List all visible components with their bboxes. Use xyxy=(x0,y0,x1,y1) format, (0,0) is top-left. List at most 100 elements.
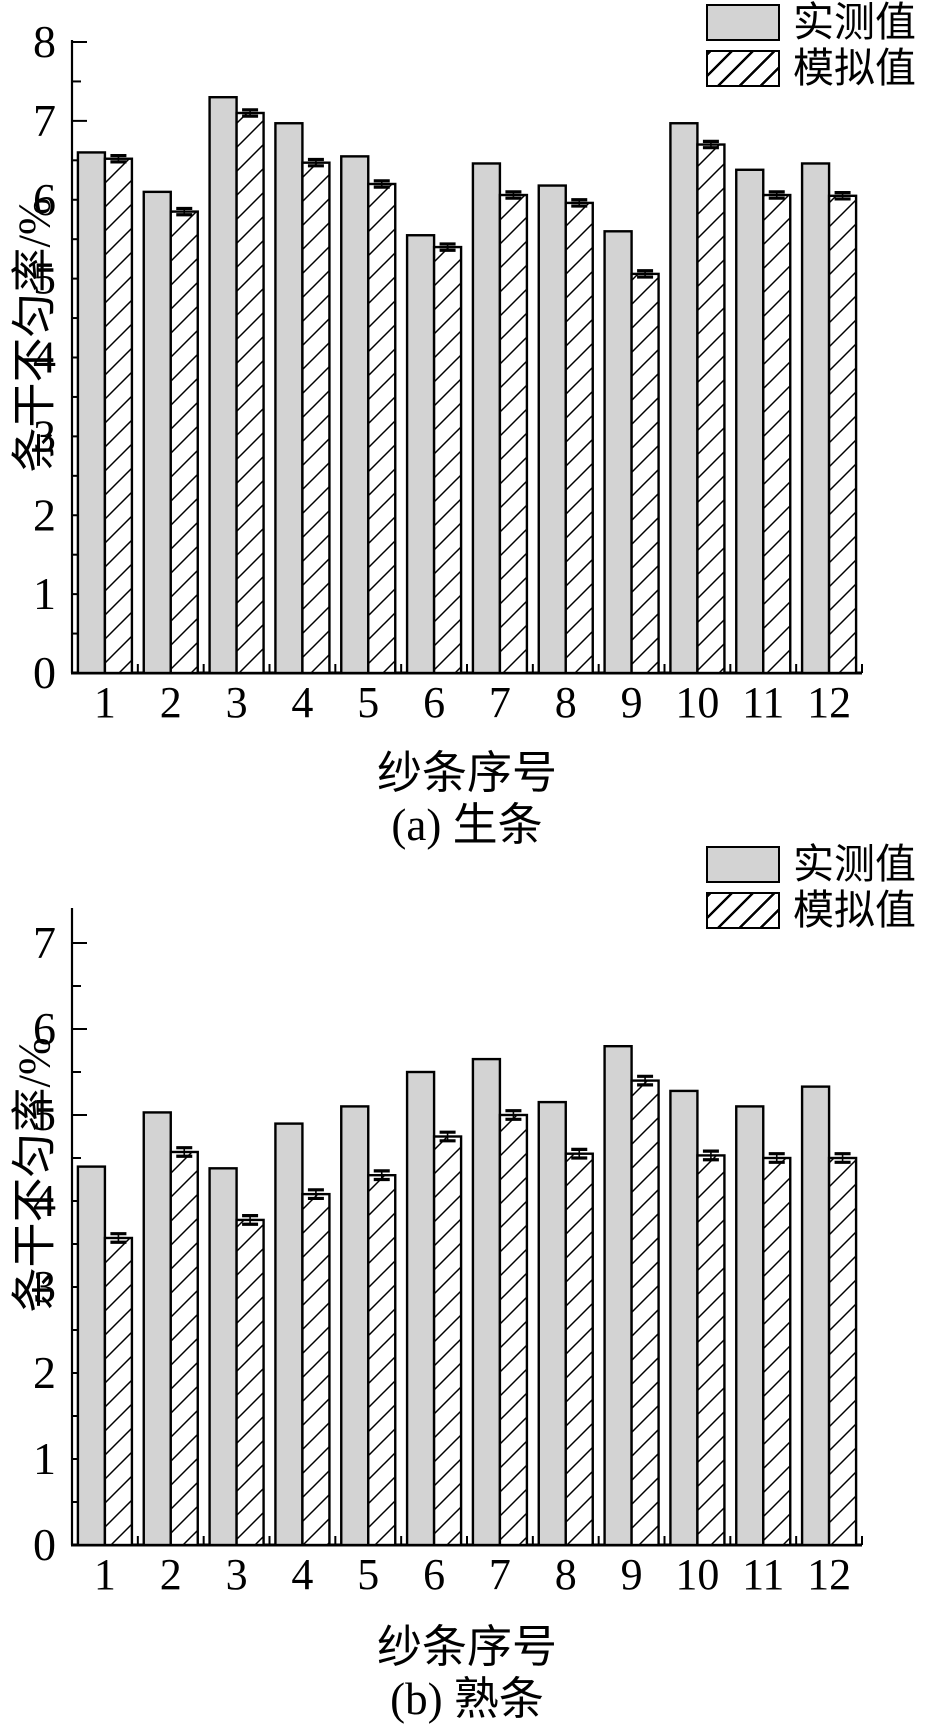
legend-simulated-label: 模拟值 xyxy=(793,45,916,91)
y-tick-label: 3 xyxy=(33,1261,56,1312)
error-bar xyxy=(571,1147,588,1160)
bar-measured xyxy=(471,162,502,675)
x-tick-label: 3 xyxy=(226,678,248,727)
bar-measured xyxy=(340,155,370,675)
bar-measured xyxy=(537,184,567,675)
x-tick-label: 9 xyxy=(621,1550,643,1599)
legend-item-measured: 实测值 xyxy=(706,2,916,43)
bar-measured xyxy=(603,230,633,675)
error-bar xyxy=(834,1152,851,1164)
error-bar xyxy=(439,1130,456,1143)
x-tick-label: 4 xyxy=(291,678,313,727)
bar-measured xyxy=(142,190,172,675)
legend-item-simulated: 模拟值 xyxy=(706,48,916,89)
simulated-swatch xyxy=(706,892,780,929)
measured-swatch xyxy=(706,846,780,883)
y-tick-label: 6 xyxy=(33,174,56,225)
y-tick-label: 2 xyxy=(33,1347,56,1398)
bar-measured xyxy=(76,1165,107,1547)
x-tick-label: 2 xyxy=(160,1550,182,1599)
bar-measured xyxy=(800,162,831,675)
x-tick-label: 3 xyxy=(226,1550,248,1599)
y-tick-label: 4 xyxy=(33,332,56,383)
bar-simulated xyxy=(630,1079,660,1547)
bar-simulated xyxy=(696,143,726,675)
x-tick-label: 4 xyxy=(291,1550,313,1599)
bar-simulated xyxy=(169,1150,199,1547)
x-axis-label-a: 纱条序号 xyxy=(376,748,557,798)
bar-measured xyxy=(340,1105,370,1547)
bar-simulated xyxy=(696,1154,726,1547)
legend-item-simulated: 模拟值 xyxy=(706,890,916,931)
bar-simulated xyxy=(564,201,594,675)
y-tick-label: 0 xyxy=(33,1519,56,1570)
y-tick-label: 6 xyxy=(33,1003,56,1054)
x-tick-label: 1 xyxy=(94,1550,116,1599)
bar-simulated xyxy=(103,1236,134,1547)
error-bar xyxy=(505,190,522,200)
bar-measured xyxy=(669,122,699,675)
y-tick-label: 4 xyxy=(33,1175,56,1226)
y-tick-label: 3 xyxy=(33,410,56,461)
error-bar xyxy=(571,198,588,208)
error-bar xyxy=(242,108,259,118)
x-tick-label: 8 xyxy=(555,678,577,727)
bar-measured xyxy=(76,151,107,675)
error-bar xyxy=(110,153,127,164)
y-tick-label: 5 xyxy=(33,1089,56,1140)
legend-measured-label: 实测值 xyxy=(793,0,916,45)
y-tick-label: 0 xyxy=(33,647,56,698)
error-bar xyxy=(505,1109,522,1121)
legend-chart-a: 实测值 模拟值 xyxy=(706,2,916,89)
bar-simulated xyxy=(498,193,529,675)
bar-measured xyxy=(274,122,304,675)
bar-measured xyxy=(405,1070,436,1547)
bar-simulated xyxy=(564,1152,594,1547)
legend-measured-label: 实测值 xyxy=(793,841,916,887)
x-tick-label: 5 xyxy=(357,678,379,727)
bar-simulated xyxy=(367,1173,397,1547)
x-tick-label: 5 xyxy=(357,1550,379,1599)
bar-simulated xyxy=(498,1113,529,1547)
y-axis-label-b: 条干不匀率/% xyxy=(9,1037,60,1313)
y-tick-label: 1 xyxy=(33,568,56,619)
bar-simulated xyxy=(103,157,134,675)
x-tick-label: 10 xyxy=(675,678,719,727)
bar-measured xyxy=(669,1089,699,1547)
x-tick-label: 11 xyxy=(742,678,784,727)
bar-measured xyxy=(735,168,765,675)
bar-simulated xyxy=(630,272,660,675)
bar-simulated xyxy=(762,193,792,675)
error-bar xyxy=(176,1146,193,1158)
error-bar xyxy=(702,1149,719,1162)
caption-a: (a) 生条 xyxy=(391,800,543,850)
bar-simulated xyxy=(827,194,858,675)
error-bar xyxy=(307,1188,324,1201)
error-bar xyxy=(768,190,785,200)
bar-measured xyxy=(537,1100,567,1547)
bar-simulated xyxy=(432,245,463,675)
error-bar xyxy=(768,1152,785,1164)
bar-measured xyxy=(274,1122,304,1547)
y-axis-label-a: 条干不匀率/% xyxy=(9,197,60,473)
error-bar xyxy=(176,206,193,217)
error-bar xyxy=(373,1169,390,1182)
x-tick-label: 2 xyxy=(160,678,182,727)
x-tick-label: 10 xyxy=(675,1550,719,1599)
bar-measured xyxy=(208,96,238,675)
x-axis-label-b: 纱条序号 xyxy=(376,1622,557,1672)
error-bar xyxy=(834,191,851,201)
x-tick-label: 1 xyxy=(94,678,116,727)
x-tick-label: 6 xyxy=(423,678,445,727)
x-tick-label: 8 xyxy=(555,1550,577,1599)
bar-measured xyxy=(142,1111,172,1547)
x-tick-label: 9 xyxy=(621,678,643,727)
bar-measured xyxy=(800,1085,831,1547)
x-tick-label: 11 xyxy=(742,1550,784,1599)
caption-b: (b) 熟条 xyxy=(390,1674,544,1724)
bar-measured xyxy=(405,234,436,675)
error-bar xyxy=(110,1232,127,1244)
bar-simulated xyxy=(432,1135,463,1547)
